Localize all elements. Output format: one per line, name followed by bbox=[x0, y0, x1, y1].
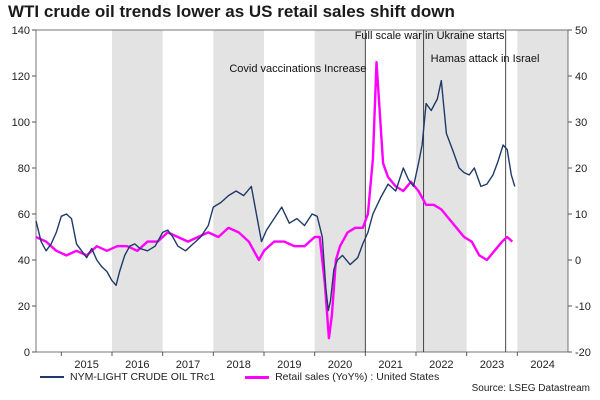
left-tick-label: 40 bbox=[18, 255, 30, 267]
event-label-0: Covid vaccinations Increase bbox=[229, 63, 366, 75]
x-tick-label: 2017 bbox=[176, 359, 200, 371]
shaded-years bbox=[112, 30, 568, 352]
legend-swatch-oil bbox=[40, 376, 64, 378]
event-label-2: Hamas attack in Israel bbox=[431, 53, 540, 65]
x-tick-label: 2021 bbox=[378, 359, 402, 371]
right-axis: -20 -10 0 10 20 30 40 50 bbox=[568, 25, 591, 359]
plot-border bbox=[35, 29, 569, 353]
x-tick-label: 2024 bbox=[530, 359, 554, 371]
left-tick-label: 0 bbox=[24, 347, 30, 359]
left-tick-label: 80 bbox=[18, 163, 30, 175]
x-tick-label: 2019 bbox=[277, 359, 301, 371]
shade-band-2016 bbox=[112, 30, 163, 352]
right-tick-label: -20 bbox=[575, 347, 591, 359]
right-tick-label: 40 bbox=[575, 71, 587, 83]
legend-item-retail: Retail sales (YoY%) : United States bbox=[245, 371, 439, 383]
chart-title: WTI crude oil trends lower as US retail … bbox=[8, 2, 455, 21]
plot-frame bbox=[35, 29, 569, 353]
series-lines bbox=[35, 61, 516, 340]
shade-band-2020 bbox=[314, 30, 366, 352]
x-tick-label: 2015 bbox=[74, 359, 98, 371]
legend-item-oil: NYM-LIGHT CRUDE OIL TRc1 bbox=[40, 371, 215, 383]
x-tick-label: 2022 bbox=[429, 359, 453, 371]
right-tick-label: -10 bbox=[575, 301, 591, 313]
right-tick-label: 10 bbox=[575, 209, 587, 221]
x-tick-label: 2020 bbox=[328, 359, 352, 371]
shade-band-2024 bbox=[517, 30, 568, 352]
left-tick-label: 20 bbox=[18, 301, 30, 313]
oil-price-line bbox=[35, 79, 516, 312]
legend-swatch-retail bbox=[245, 375, 270, 379]
legend-label-retail: Retail sales (YoY%) : United States bbox=[275, 371, 440, 383]
x-tick-label: 2016 bbox=[125, 359, 149, 371]
right-tick-label: 30 bbox=[575, 117, 587, 129]
left-tick-label: 100 bbox=[12, 117, 30, 129]
right-tick-label: 50 bbox=[575, 25, 587, 37]
event-lines: Covid vaccinations Increase Full scale wa… bbox=[229, 30, 540, 352]
left-tick-label: 140 bbox=[12, 25, 30, 37]
x-tick-label: 2018 bbox=[226, 359, 250, 371]
x-tick-label: 2023 bbox=[480, 359, 504, 371]
event-label-1: Full scale war in Ukraine starts bbox=[355, 30, 505, 42]
source-note: Source: LSEG Datastream bbox=[471, 383, 590, 394]
x-axis: 2015 2016 2017 2018 2019 2020 2021 2022 2023 2024 bbox=[60, 352, 555, 371]
legend: NYM-LIGHT CRUDE OIL TRc1 Retail sales (Y… bbox=[40, 371, 439, 383]
legend-label-oil: NYM-LIGHT CRUDE OIL TRc1 bbox=[70, 371, 216, 383]
left-tick-label: 60 bbox=[18, 209, 30, 221]
shade-band-2018 bbox=[213, 30, 264, 352]
right-tick-label: 20 bbox=[575, 163, 587, 175]
left-axis: 0 20 40 60 80 100 120 140 bbox=[12, 25, 36, 359]
left-tick-label: 120 bbox=[12, 71, 30, 83]
right-tick-label: 0 bbox=[575, 255, 581, 267]
